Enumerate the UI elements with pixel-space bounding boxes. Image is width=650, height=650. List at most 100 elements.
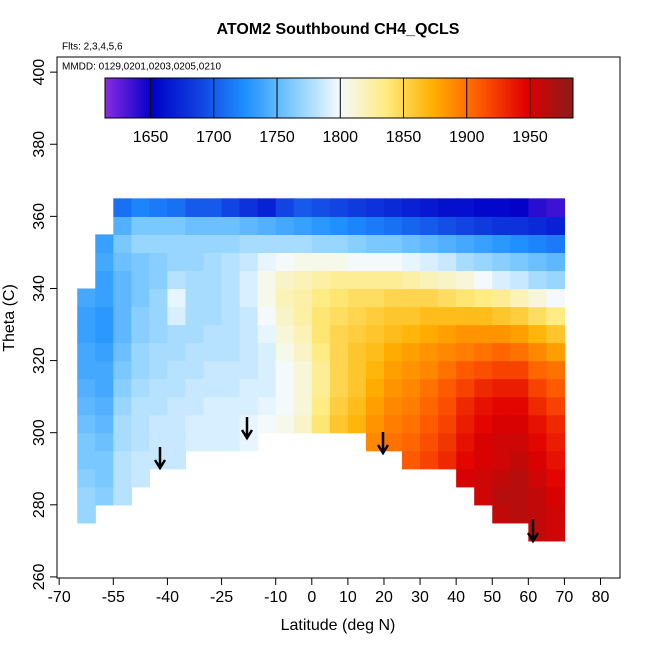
cell: [311, 396, 331, 416]
cell: [474, 324, 493, 344]
cell: [167, 360, 187, 380]
cell: [492, 396, 511, 416]
cell: [420, 342, 439, 362]
cell: [257, 360, 277, 380]
cell: [329, 270, 349, 290]
cell: [420, 414, 439, 434]
cell: [149, 342, 169, 362]
cell: [275, 198, 295, 217]
cell: [420, 288, 439, 308]
cell: [438, 396, 457, 416]
cell: [438, 432, 457, 452]
annotation: MMDD: 0129,0201,0203,0205,0210: [62, 62, 221, 73]
cell: [438, 360, 457, 380]
y-tick-label: 300: [31, 419, 48, 446]
cell: [167, 342, 187, 362]
cell: [95, 432, 114, 452]
cell: [131, 396, 150, 416]
cell: [275, 360, 295, 380]
cell: [347, 198, 367, 217]
cell: [474, 216, 493, 235]
cell: [402, 396, 421, 416]
cell: [77, 360, 96, 380]
cell: [365, 270, 385, 290]
cell: [113, 486, 132, 506]
cell: [492, 432, 511, 452]
cell: [131, 270, 150, 290]
cell: [546, 378, 566, 398]
cell: [185, 324, 205, 344]
cell: [293, 378, 313, 398]
cell: [77, 396, 96, 416]
cell: [510, 324, 529, 344]
cell: [438, 234, 457, 254]
cell: [203, 378, 223, 398]
cell: [365, 252, 385, 272]
cell: [113, 270, 132, 290]
cell: [131, 288, 150, 308]
cell: [185, 198, 205, 217]
cell: [95, 270, 114, 290]
cell: [528, 396, 547, 416]
cell: [347, 396, 367, 416]
colorbar-tick-label: 1750: [259, 129, 295, 146]
cell: [311, 234, 331, 254]
cell: [95, 414, 114, 434]
cell: [311, 378, 331, 398]
cell: [383, 378, 403, 398]
colorbar: 1650 1700 1750 1800 1850 1900 1950: [104, 77, 574, 146]
colorbar-tick-label: 1950: [512, 129, 548, 146]
cell: [546, 270, 566, 290]
cell: [492, 306, 511, 326]
cell: [239, 396, 259, 416]
cell: [185, 288, 205, 308]
cell: [311, 306, 331, 326]
cell: [95, 324, 114, 344]
cell: [149, 396, 169, 416]
cell: [528, 414, 547, 434]
cell: [546, 468, 566, 488]
cell: [474, 306, 493, 326]
cell: [492, 468, 511, 488]
cell: [438, 342, 457, 362]
cell: [131, 414, 150, 434]
cell: [113, 414, 132, 434]
cell: [510, 198, 529, 217]
cell: [420, 360, 439, 380]
cell: [221, 378, 241, 398]
cell: [420, 450, 439, 470]
x-tick-label: 40: [447, 589, 465, 606]
cell: [167, 306, 187, 326]
cell: [113, 378, 132, 398]
y-tick-label: 400: [31, 59, 48, 86]
cell: [221, 288, 241, 308]
cell: [383, 216, 403, 235]
cell: [257, 396, 277, 416]
cell: [438, 378, 457, 398]
cell: [456, 432, 475, 452]
cell: [402, 252, 421, 272]
cell: [113, 360, 132, 380]
cell: [420, 396, 439, 416]
cell: [221, 306, 241, 326]
cell: [402, 342, 421, 362]
cell: [275, 342, 295, 362]
cell: [474, 198, 493, 217]
cell: [131, 198, 150, 217]
cell: [275, 216, 295, 235]
cell: [347, 252, 367, 272]
cell: [239, 198, 259, 217]
cell: [546, 342, 566, 362]
cell: [383, 396, 403, 416]
cell: [365, 234, 385, 254]
x-tick-label: -70: [48, 589, 71, 606]
cell: [383, 342, 403, 362]
cell: [420, 198, 439, 217]
cell: [420, 270, 439, 290]
cell: [456, 216, 475, 235]
cell: [546, 252, 566, 272]
cell: [185, 396, 205, 416]
cell: [203, 306, 223, 326]
cell: [221, 216, 241, 235]
cell: [167, 414, 187, 434]
